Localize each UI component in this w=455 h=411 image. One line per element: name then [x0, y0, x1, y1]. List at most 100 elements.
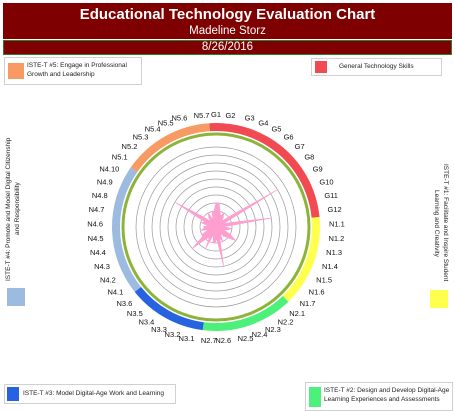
category-label: N3.4 [139, 318, 155, 327]
data-point [214, 242, 216, 244]
data-point [276, 189, 279, 191]
grid-ring [175, 186, 257, 268]
legend-swatch-t4 [7, 288, 25, 306]
data-point [213, 210, 215, 212]
date-bar: 8/26/2016 [3, 40, 452, 55]
data-point [227, 237, 229, 239]
data-point [204, 221, 206, 223]
data-point [219, 237, 221, 239]
data-point [222, 216, 224, 218]
band-t3 [134, 286, 204, 331]
grid-ring [135, 146, 297, 308]
band-t5 [130, 123, 210, 173]
data-point [200, 221, 202, 224]
category-label: N5.1 [112, 153, 128, 162]
category-label: N4.9 [97, 177, 113, 186]
category-label: N4.10 [99, 164, 119, 173]
category-label: N2.7 [201, 336, 217, 345]
data-point [220, 220, 223, 222]
data-point [270, 217, 272, 219]
data-point [207, 229, 210, 231]
category-label: N3.6 [117, 299, 133, 308]
band-t4 [112, 167, 141, 292]
data-point [223, 265, 225, 267]
data-point [208, 236, 211, 238]
data-point [222, 223, 224, 225]
data-point [211, 210, 213, 213]
data-point [223, 226, 225, 228]
legend-swatch-t1 [430, 290, 448, 308]
legend-t5: ISTE-T #5: Engage in Professional Growth… [4, 57, 142, 85]
category-label: N5.6 [171, 114, 187, 123]
category-label: N1.5 [316, 275, 332, 284]
data-point [222, 229, 225, 231]
data-point [230, 221, 232, 224]
category-label: N1.3 [326, 248, 342, 257]
data-point [199, 229, 202, 232]
data-point [212, 242, 214, 244]
category-label: N1.2 [328, 234, 344, 243]
category-label: N3.3 [151, 325, 167, 334]
band-t2 [202, 295, 289, 331]
data-point [229, 233, 231, 236]
category-label: N5.2 [122, 142, 138, 151]
data-series-area [174, 189, 278, 267]
grid-ring [159, 170, 273, 284]
category-label: N2.5 [238, 334, 254, 343]
category-label: G3 [245, 114, 255, 123]
category-label: N4.5 [88, 234, 104, 243]
category-label: G1 [211, 110, 221, 119]
chart-area: G1 G2 G3 G4 G5 G6 G7 G8 G9 G10 G11 G12 N1.1 N1.2 N1.3 N… [0, 54, 455, 411]
data-point [212, 233, 215, 236]
category-label: N4.1 [107, 288, 123, 297]
author-name: Madeline Storz [189, 25, 266, 37]
category-label: N4.8 [92, 191, 108, 200]
inner-ring [121, 132, 311, 322]
data-point [204, 248, 207, 250]
data-point [227, 216, 230, 218]
category-label: G6 [284, 132, 294, 141]
data-point [227, 229, 229, 231]
legend-swatch-t5 [8, 63, 24, 79]
data-point [215, 202, 217, 204]
data-point [202, 235, 204, 237]
data-point [205, 238, 207, 240]
category-label: N5.7 [194, 111, 210, 120]
data-point [174, 201, 176, 203]
data-point [209, 220, 212, 222]
legend-label-t3: ISTE-T #3: Model Digital-Age Work and Le… [23, 390, 165, 397]
category-label: N3.1 [179, 334, 195, 343]
category-label: G7 [295, 142, 305, 151]
category-label: G12 [328, 205, 342, 214]
category-label: N2.3 [265, 325, 281, 334]
data-point [219, 210, 221, 213]
category-label: N4.4 [90, 248, 106, 257]
grid-ring [143, 154, 289, 300]
category-label: N5.4 [145, 125, 161, 134]
category-label: N5.5 [158, 118, 174, 127]
legend-label-t4: ISTE-T #4: Promote and Model Digital Cit… [5, 137, 21, 281]
legend-label-gen: General Technology Skills [339, 63, 414, 70]
data-point [219, 233, 221, 235]
category-label: N1.1 [329, 219, 345, 228]
category-label: N3.2 [165, 330, 181, 339]
category-label: G11 [324, 191, 338, 200]
category-label: G5 [271, 125, 281, 134]
data-point [208, 216, 210, 218]
legend-swatch-t2 [309, 387, 321, 407]
legend-label-t2: ISTE-T #2: Design and Develop Digital-Ag… [324, 387, 450, 403]
legend-t1: ISTE-T #1: Facilitate and Inspire Studen… [428, 159, 452, 309]
data-point [223, 235, 225, 237]
band-gen [209, 123, 320, 218]
category-label: N4.6 [87, 219, 103, 228]
category-label: N3.5 [127, 309, 143, 318]
category-label: N2.2 [278, 318, 294, 327]
category-label: G4 [258, 118, 268, 127]
category-label: G10 [319, 177, 333, 186]
category-label: N4.2 [100, 275, 116, 284]
category-label: N4.3 [94, 262, 110, 271]
legend-label-t1: ISTE-T #1: Facilitate and Inspire Studen… [433, 164, 449, 282]
category-label: N1.4 [322, 262, 338, 271]
data-point [219, 215, 222, 217]
category-label: N1.7 [300, 299, 316, 308]
